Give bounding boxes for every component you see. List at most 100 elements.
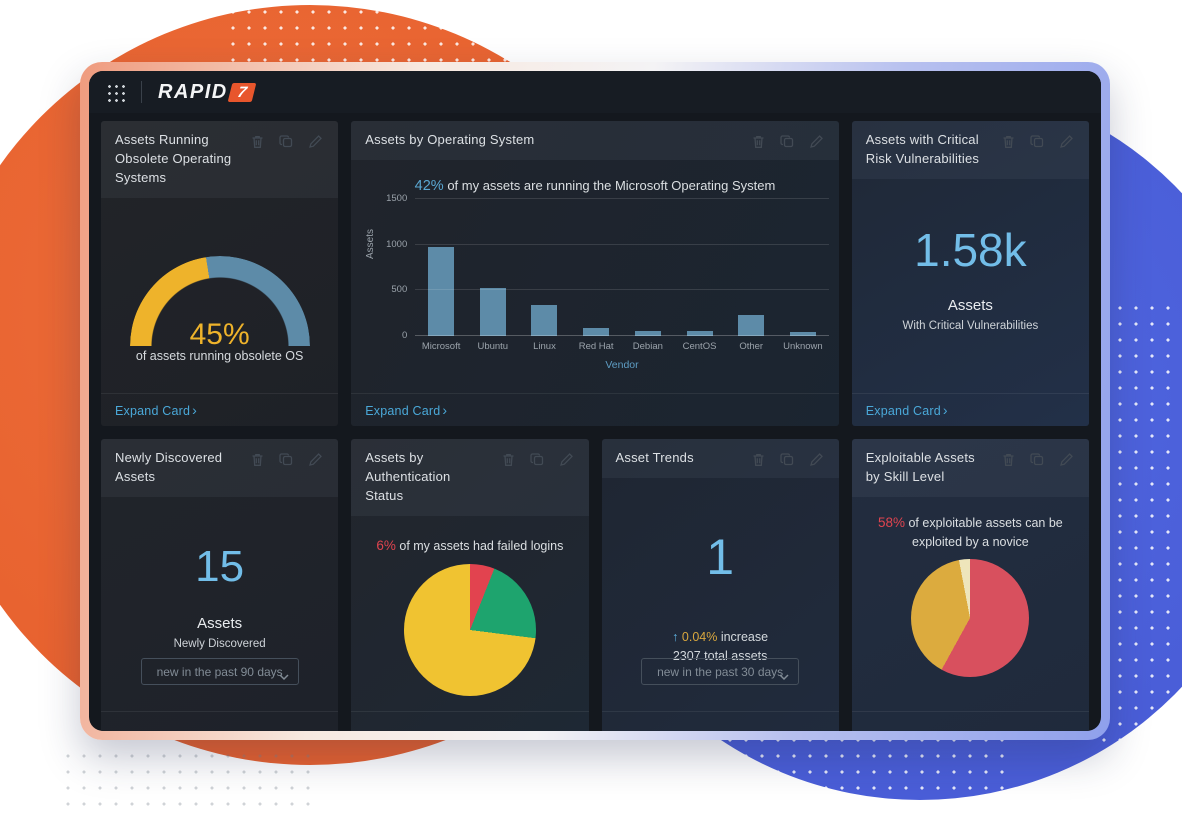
time-range-dropdown[interactable]: new in the past 30 days (641, 658, 800, 685)
copy-card-icon[interactable] (779, 451, 796, 468)
dashboard-window: RAPID 7 Assets Running Obsolete Operatin… (80, 62, 1110, 740)
bar-red-hat[interactable] (583, 327, 610, 336)
card-asset-trends: Asset Trends 1 ↑ (601, 439, 839, 731)
delete-card-icon[interactable] (750, 133, 767, 150)
x-axis-tick: Ubuntu (477, 341, 509, 352)
gridline (415, 243, 829, 245)
card-header: Assets by Authentication Status (351, 439, 589, 516)
gridline (415, 335, 829, 336)
stat-label: Assets (947, 296, 993, 314)
bar-ubuntu[interactable] (479, 287, 506, 336)
card-actions (249, 449, 324, 468)
card-actions (750, 131, 825, 150)
annotation-text: of my assets had failed logins (399, 538, 564, 553)
copy-card-icon[interactable] (1029, 451, 1046, 468)
card-footer (851, 711, 1089, 731)
copy-card-icon[interactable] (529, 451, 546, 468)
card-title: Assets by Authentication Status (365, 450, 451, 503)
delete-card-icon[interactable] (750, 451, 767, 468)
delete-card-icon[interactable] (500, 451, 517, 468)
bar-debian[interactable] (634, 330, 661, 336)
chart-annotation: 42% of my assets are running the Microso… (351, 178, 839, 194)
x-axis-tick: CentOS (682, 341, 717, 352)
expand-card-link[interactable]: Expand Card › (365, 402, 448, 418)
logo-wordmark: RAPID (158, 80, 228, 103)
x-axis-tick: Unknown (783, 341, 823, 352)
edit-card-icon[interactable] (1058, 133, 1075, 150)
trend-percent: 0.04% (681, 630, 718, 644)
card-footer: Expand Card › (351, 393, 839, 426)
x-axis-tick-labels: Microsoft Ubuntu Linux Red Hat Debian CentOS O… (415, 341, 829, 352)
bar-other[interactable] (738, 315, 765, 336)
stat-sublabel: Newly Discovered (173, 637, 266, 650)
card-title: Assets with Critical Risk Vulnerabilitie… (865, 132, 980, 166)
pie-chart[interactable] (911, 558, 1030, 677)
card-actions (500, 449, 575, 468)
chevron-down-icon (279, 668, 289, 681)
edit-card-icon[interactable] (808, 133, 825, 150)
expand-card-link[interactable]: Expand Card › (865, 402, 948, 418)
edit-card-icon[interactable] (1058, 451, 1075, 468)
annotation-highlight: 58% (877, 514, 905, 530)
card-assets-by-authentication-status: Assets by Authentication Status 6% of my… (351, 439, 589, 731)
y-axis-tick: 500 (391, 284, 408, 296)
chart-annotation: 6% of my assets had failed logins (351, 536, 588, 556)
copy-card-icon[interactable] (779, 133, 796, 150)
delete-card-icon[interactable] (1000, 133, 1017, 150)
chevron-down-icon (779, 668, 789, 681)
card-title: Newly Discovered Assets (115, 450, 223, 484)
card-header: Exploitable Assets by Skill Level (851, 439, 1089, 497)
card-footer (351, 711, 589, 731)
stat-value: 15 (195, 541, 245, 591)
card-actions (750, 449, 825, 468)
edit-card-icon[interactable] (307, 451, 324, 468)
bar-linux[interactable] (531, 304, 558, 336)
y-axis-tick: 1000 (386, 238, 408, 250)
copy-card-icon[interactable] (1029, 133, 1046, 150)
x-axis-tick: Debian (632, 341, 663, 352)
pie-chart-area: 58% of exploitable assets can be exploit… (852, 497, 1089, 711)
bar-centos[interactable] (686, 330, 713, 336)
card-header: Assets by Operating System (351, 121, 839, 160)
edit-card-icon[interactable] (558, 451, 575, 468)
stat-label: Assets (197, 614, 243, 632)
gauge-chart[interactable]: 45% (129, 255, 310, 346)
bar-microsoft[interactable] (428, 247, 455, 336)
annotation-text: of my assets are running the Microsoft O… (447, 178, 776, 193)
card-newly-discovered-assets: Newly Discovered Assets 15 Assets (101, 439, 339, 731)
bars (415, 199, 829, 336)
gauge-chart-area: 45% of assets running obsolete OS (101, 198, 338, 393)
edit-card-icon[interactable] (307, 133, 324, 150)
x-axis-label: Vendor (605, 359, 639, 371)
time-range-dropdown[interactable]: new in the past 90 days (140, 658, 299, 685)
bar-unknown[interactable] (789, 332, 816, 336)
app-launcher-icon[interactable] (105, 82, 125, 102)
expand-card-link[interactable]: Expand Card › (115, 402, 198, 418)
dashboard: RAPID 7 Assets Running Obsolete Operatin… (89, 71, 1101, 731)
annotation-highlight: 6% (376, 537, 396, 553)
x-axis-tick: Red Hat (578, 341, 614, 352)
chart-annotation: 58% of exploitable assets can be exploit… (852, 513, 1089, 552)
stat-value: 1 (706, 529, 735, 585)
dropdown-selected-value: new in the past 30 days (657, 664, 784, 679)
stat-area: 1.58k Assets With Critical Vulnerabiliti… (852, 179, 1089, 393)
delete-card-icon[interactable] (1000, 451, 1017, 468)
edit-card-icon[interactable] (808, 451, 825, 468)
copy-card-icon[interactable] (278, 451, 295, 468)
pie-chart[interactable] (403, 563, 536, 696)
card-title: Asset Trends (615, 450, 694, 465)
card-header: Assets Running Obsolete Operating System… (101, 121, 339, 198)
card-title: Assets Running Obsolete Operating System… (115, 132, 232, 185)
trend-total: 2307 total assets (672, 649, 768, 663)
delete-card-icon[interactable] (249, 451, 266, 468)
top-navigation-bar: RAPID 7 (89, 71, 1101, 113)
card-actions (1000, 131, 1075, 150)
rapid7-logo: RAPID 7 (158, 80, 257, 104)
x-axis-tick: Linux (533, 341, 556, 352)
copy-card-icon[interactable] (278, 133, 295, 150)
delete-card-icon[interactable] (249, 133, 266, 150)
card-title: Exploitable Assets by Skill Level (865, 450, 975, 484)
card-assets-by-operating-system: Assets by Operating System 42% of my ass… (351, 121, 839, 426)
card-footer (601, 711, 839, 731)
